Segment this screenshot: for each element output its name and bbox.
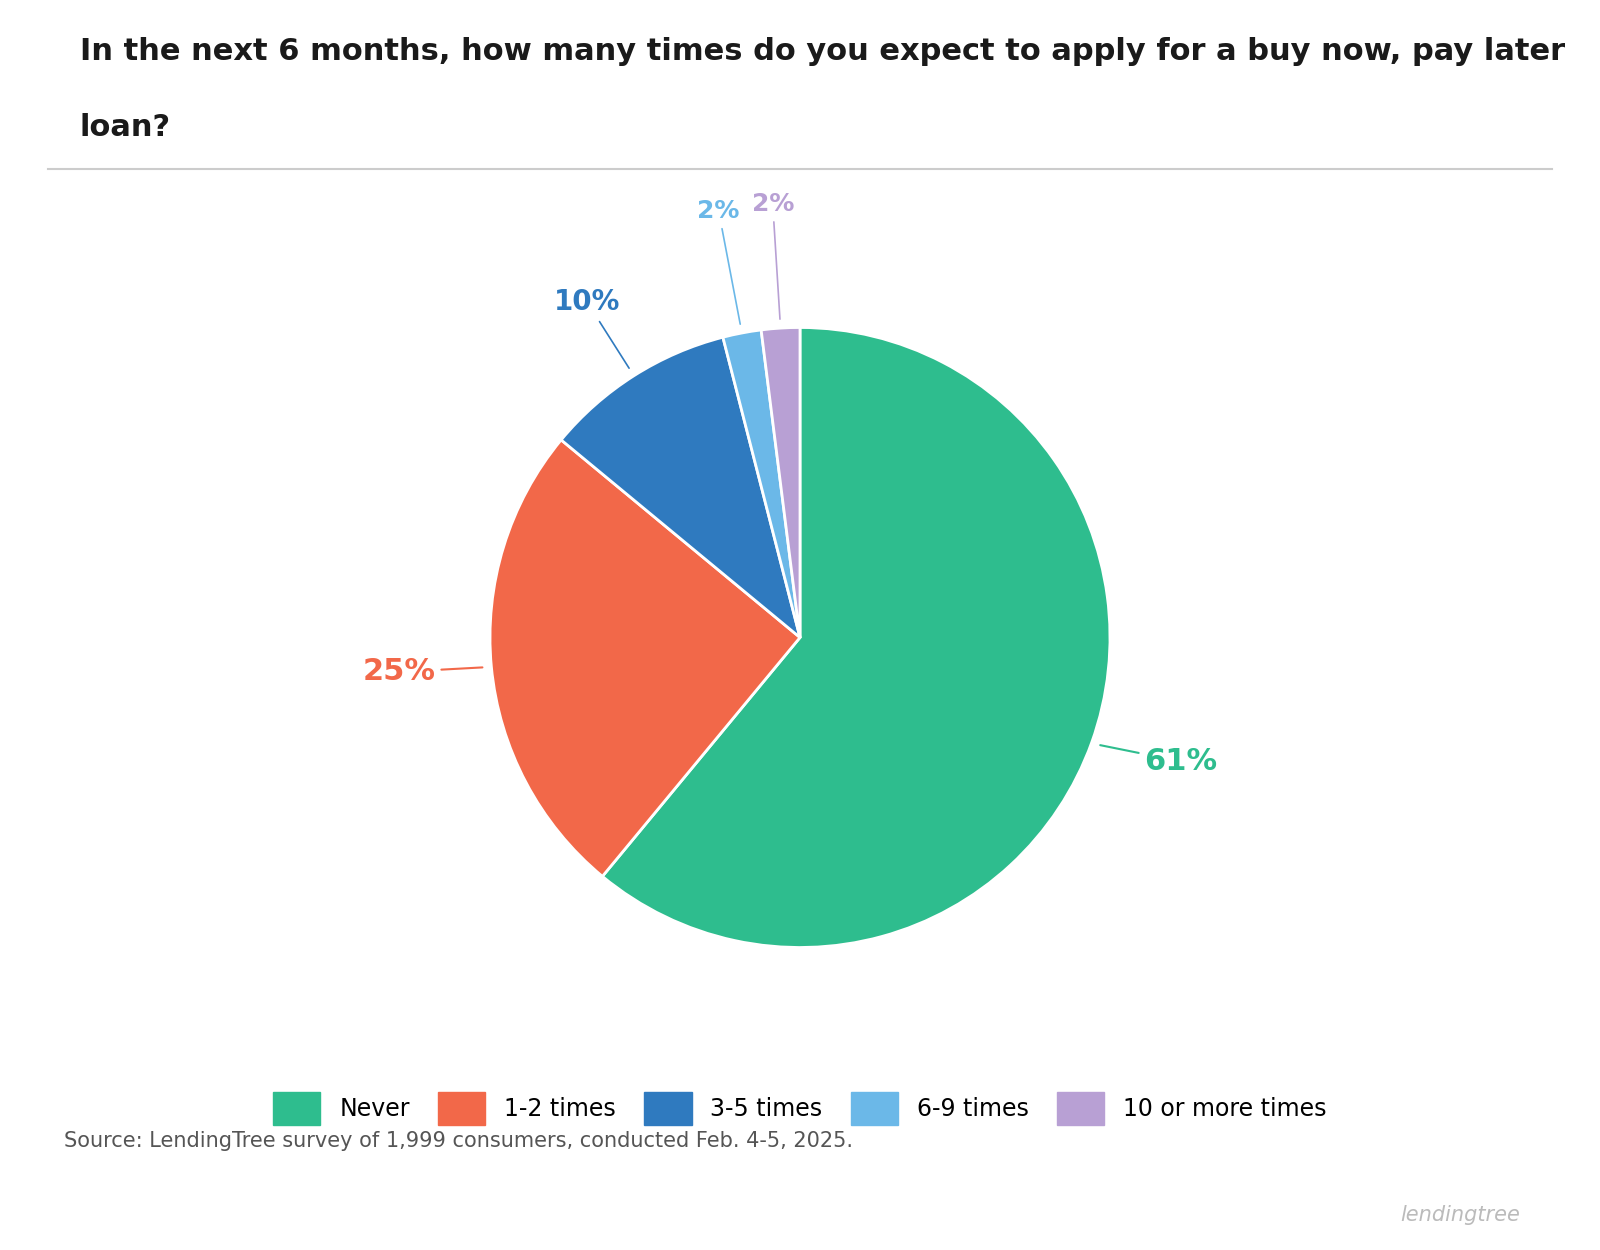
Text: 61%: 61% [1101, 745, 1218, 776]
Text: loan?: loan? [80, 112, 171, 141]
Wedge shape [490, 440, 800, 876]
Text: lendingtree: lendingtree [1400, 1205, 1520, 1225]
Text: 2%: 2% [752, 192, 794, 319]
Text: 10%: 10% [554, 289, 629, 369]
Text: 2%: 2% [698, 199, 741, 324]
Text: Source: LendingTree survey of 1,999 consumers, conducted Feb. 4-5, 2025.: Source: LendingTree survey of 1,999 cons… [64, 1131, 853, 1151]
Wedge shape [602, 328, 1110, 948]
Wedge shape [562, 338, 800, 638]
Wedge shape [762, 328, 800, 638]
Text: 25%: 25% [363, 658, 483, 686]
Legend: Never, 1-2 times, 3-5 times, 6-9 times, 10 or more times: Never, 1-2 times, 3-5 times, 6-9 times, … [261, 1080, 1339, 1138]
Text: In the next 6 months, how many times do you expect to apply for a buy now, pay l: In the next 6 months, how many times do … [80, 38, 1565, 66]
Wedge shape [723, 330, 800, 638]
